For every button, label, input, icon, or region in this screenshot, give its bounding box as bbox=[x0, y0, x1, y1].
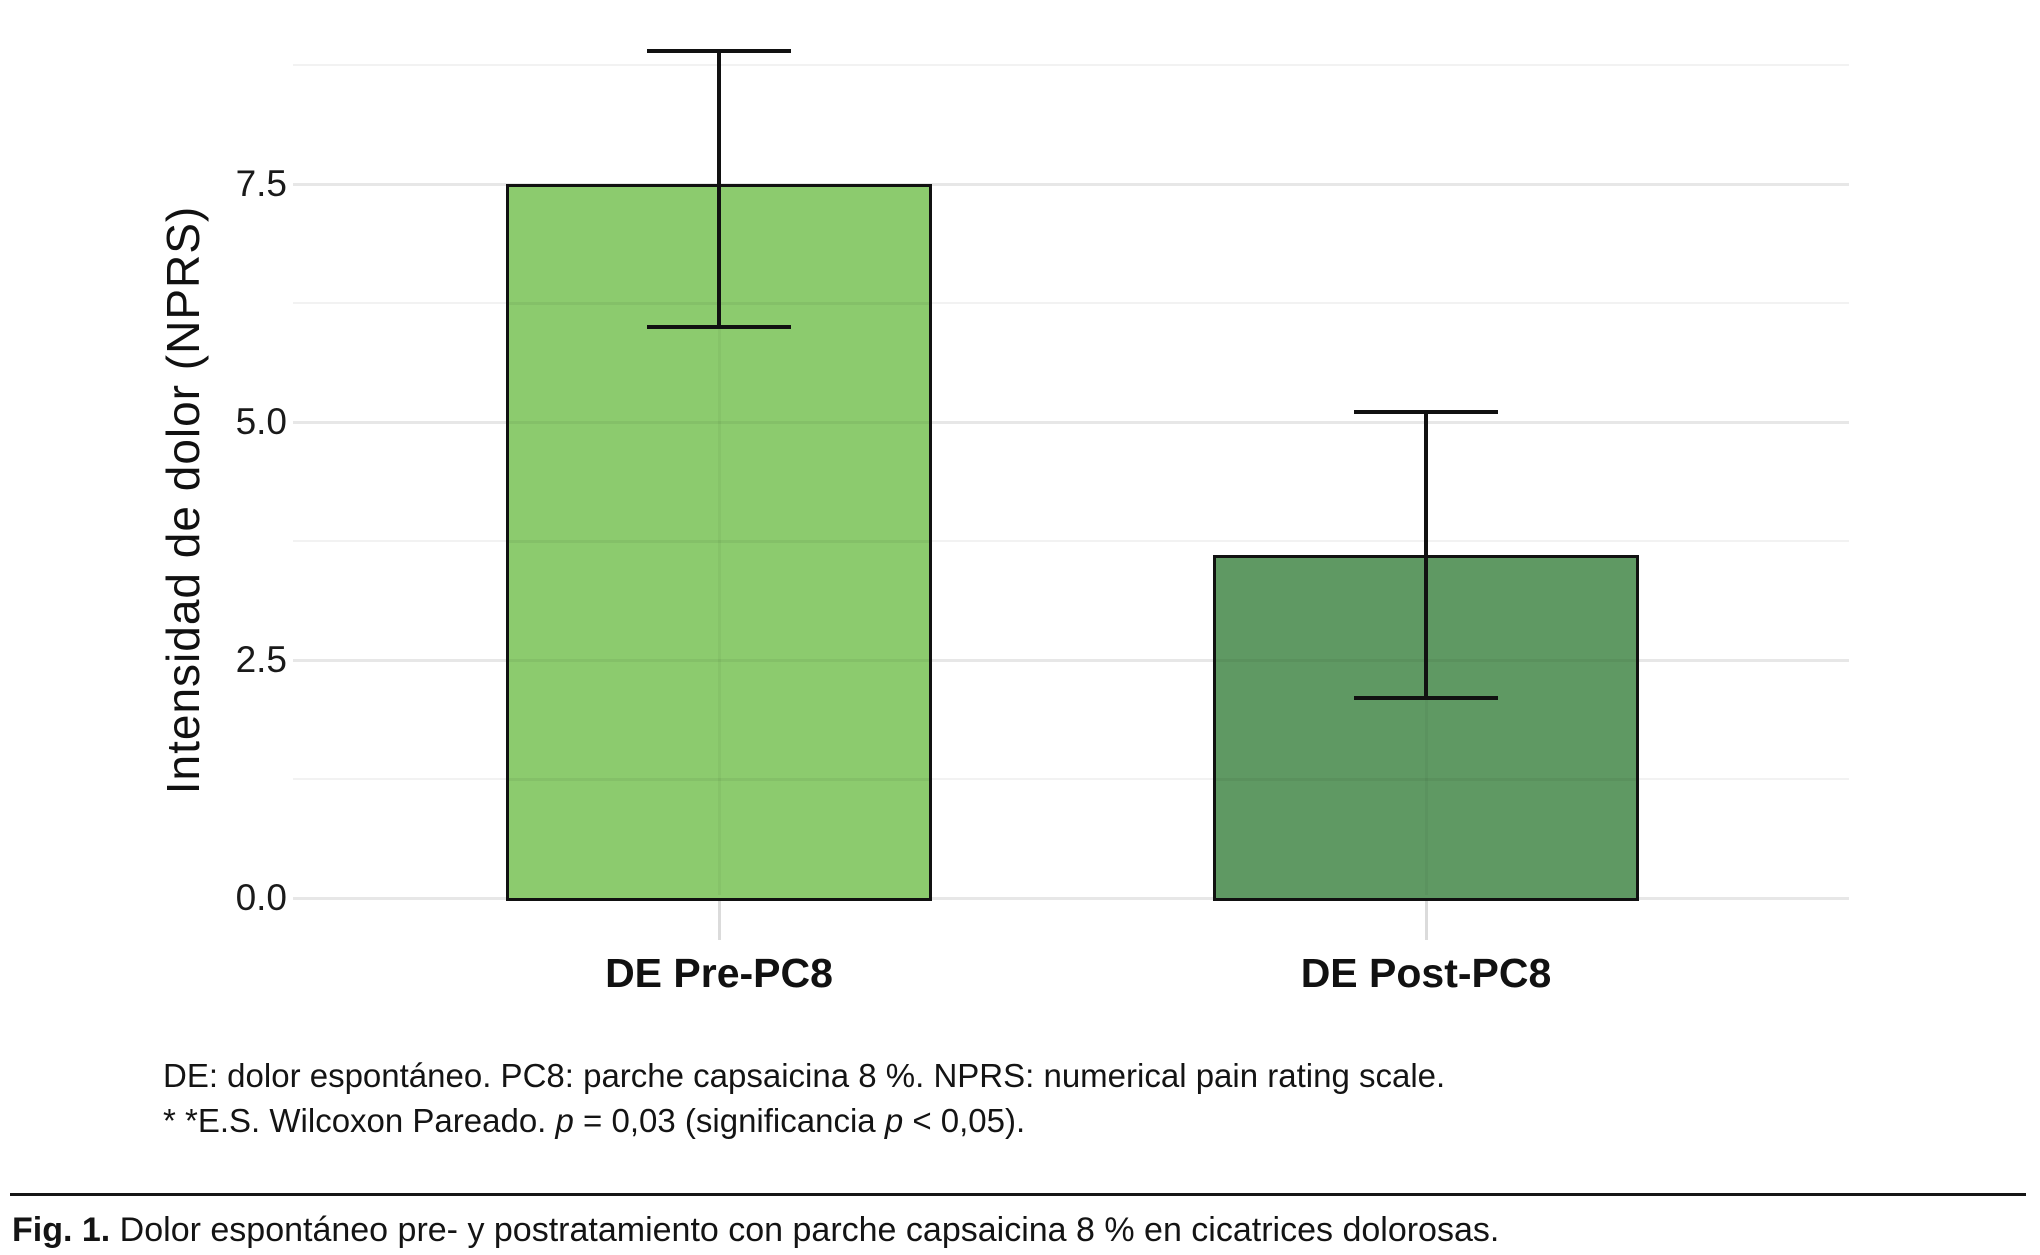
footnote: DE: dolor espontáneo. PC8: parche capsai… bbox=[163, 1053, 1445, 1143]
gridline-major bbox=[293, 183, 1849, 186]
text-segment: < 0,05). bbox=[903, 1102, 1026, 1139]
text-segment: = 0,03 (significancia bbox=[573, 1102, 885, 1139]
x-category-label: DE Post-PC8 bbox=[1300, 950, 1552, 996]
error-bar-cap-bottom bbox=[1354, 696, 1498, 701]
footnote-line-2: * *E.S. Wilcoxon Pareado. p = 0,03 (sign… bbox=[163, 1098, 1445, 1143]
text-segment: Fig. 1. bbox=[12, 1211, 111, 1249]
gridline-minor bbox=[293, 778, 1849, 780]
bar-center-gridline-shade bbox=[1425, 558, 1428, 895]
gridline-minor bbox=[293, 302, 1849, 304]
bar-gridline-shade bbox=[509, 659, 929, 662]
bar-gridline-shade bbox=[509, 540, 929, 543]
gridline-major bbox=[293, 659, 1849, 662]
bar-center-gridline-shade bbox=[718, 187, 721, 895]
bar-gridline-shade bbox=[509, 778, 929, 781]
text-segment: p bbox=[884, 1102, 904, 1139]
error-bar-cap-top bbox=[1354, 410, 1498, 415]
caption-divider bbox=[10, 1193, 2026, 1196]
gridline-major bbox=[293, 421, 1849, 424]
y-tick-label: 0.0 bbox=[235, 877, 287, 918]
bar-gridline-shade bbox=[1216, 778, 1636, 781]
gridline-minor bbox=[293, 64, 1849, 66]
bar-chart-plot-area: Intensidad de dolor (NPRS) 0.0 2.5 5.0 7.5 D… bbox=[157, 48, 1849, 996]
x-category-label: DE Pre-PC8 bbox=[605, 950, 833, 996]
text-segment: p bbox=[555, 1102, 574, 1139]
text-segment: Dolor espontáneo pre- y postratamiento c… bbox=[110, 1211, 1500, 1249]
error-bar-line bbox=[1424, 412, 1428, 699]
error-bar-cap-top bbox=[647, 48, 791, 53]
figure-caption: Fig. 1. Dolor espontáneo pre- y postrata… bbox=[12, 1209, 1499, 1251]
bar-gridline-shade bbox=[509, 421, 929, 424]
gridline-minor bbox=[293, 540, 1849, 542]
text-segment: * *E.S. Wilcoxon Pareado. bbox=[163, 1102, 556, 1139]
y-tick-label: 2.5 bbox=[235, 639, 287, 680]
x-axis-tick bbox=[1425, 898, 1428, 940]
x-axis-tick bbox=[718, 898, 721, 940]
error-bar-cap-bottom bbox=[647, 324, 791, 329]
gridline-major bbox=[293, 897, 1849, 900]
y-tick-label: 7.5 bbox=[235, 163, 287, 204]
y-tick-label: 5.0 bbox=[235, 401, 287, 442]
error-bar-line bbox=[717, 50, 721, 327]
footnote-line-1: DE: dolor espontáneo. PC8: parche capsai… bbox=[163, 1057, 1446, 1094]
y-axis-title: Intensidad de dolor (NPRS) bbox=[157, 205, 209, 795]
